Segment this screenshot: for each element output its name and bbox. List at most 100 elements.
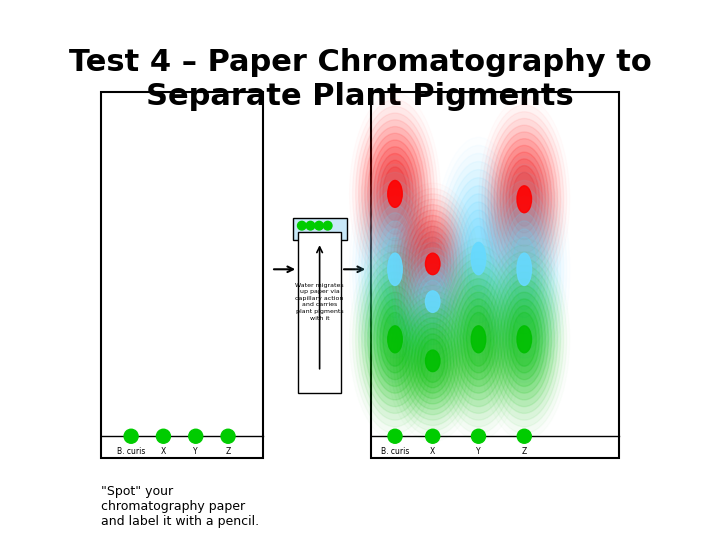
Ellipse shape: [445, 170, 512, 347]
Ellipse shape: [371, 205, 419, 334]
Ellipse shape: [426, 253, 440, 275]
Ellipse shape: [488, 172, 561, 366]
Ellipse shape: [377, 299, 413, 380]
Ellipse shape: [500, 286, 549, 393]
Ellipse shape: [383, 237, 407, 302]
Ellipse shape: [396, 237, 469, 366]
Text: Y: Y: [194, 447, 198, 456]
Ellipse shape: [402, 210, 463, 318]
Ellipse shape: [512, 312, 536, 366]
Ellipse shape: [454, 194, 503, 323]
Circle shape: [306, 221, 315, 230]
Ellipse shape: [460, 299, 497, 380]
Ellipse shape: [380, 306, 410, 373]
Ellipse shape: [494, 272, 554, 407]
Circle shape: [472, 429, 485, 443]
Ellipse shape: [491, 265, 557, 413]
Ellipse shape: [420, 339, 445, 382]
Ellipse shape: [517, 253, 531, 286]
Ellipse shape: [451, 186, 505, 331]
Bar: [298, 232, 341, 393]
Ellipse shape: [471, 326, 486, 353]
Ellipse shape: [488, 259, 561, 420]
Ellipse shape: [408, 259, 457, 345]
Ellipse shape: [426, 350, 440, 372]
Ellipse shape: [491, 125, 557, 273]
Circle shape: [426, 429, 440, 443]
Ellipse shape: [412, 323, 454, 399]
Ellipse shape: [359, 259, 431, 420]
Text: Z: Z: [225, 447, 230, 456]
Ellipse shape: [402, 307, 463, 415]
Ellipse shape: [400, 205, 466, 323]
Text: B. curis: B. curis: [117, 447, 145, 456]
Ellipse shape: [368, 133, 422, 254]
Ellipse shape: [380, 229, 410, 309]
Text: X: X: [430, 447, 436, 456]
Ellipse shape: [494, 132, 554, 267]
Ellipse shape: [405, 253, 460, 350]
Ellipse shape: [365, 188, 426, 350]
Ellipse shape: [503, 152, 546, 246]
Ellipse shape: [377, 153, 413, 234]
Circle shape: [189, 429, 203, 443]
Circle shape: [221, 429, 235, 443]
Ellipse shape: [448, 272, 509, 407]
Ellipse shape: [503, 213, 546, 326]
Ellipse shape: [464, 218, 494, 299]
Bar: [292, 218, 346, 240]
Ellipse shape: [388, 180, 402, 207]
Ellipse shape: [365, 272, 426, 407]
Ellipse shape: [448, 178, 509, 339]
Ellipse shape: [415, 269, 451, 334]
Ellipse shape: [374, 147, 416, 241]
Ellipse shape: [454, 286, 503, 393]
Ellipse shape: [457, 202, 500, 315]
Ellipse shape: [467, 226, 490, 291]
Ellipse shape: [506, 221, 542, 318]
Ellipse shape: [415, 328, 451, 393]
Ellipse shape: [412, 264, 454, 339]
Ellipse shape: [359, 172, 431, 366]
Ellipse shape: [497, 197, 552, 342]
Text: Y: Y: [476, 447, 481, 456]
Ellipse shape: [512, 237, 536, 302]
Ellipse shape: [368, 197, 422, 342]
Text: B. curis: B. curis: [381, 447, 409, 456]
Ellipse shape: [388, 326, 402, 353]
Ellipse shape: [420, 280, 445, 323]
Ellipse shape: [420, 242, 445, 286]
Ellipse shape: [374, 292, 416, 387]
Ellipse shape: [506, 299, 542, 380]
Ellipse shape: [512, 172, 536, 226]
Ellipse shape: [374, 213, 416, 326]
Ellipse shape: [426, 291, 440, 312]
Text: Z: Z: [522, 447, 527, 456]
Bar: [371, 92, 618, 458]
Ellipse shape: [494, 188, 554, 350]
Ellipse shape: [365, 126, 426, 261]
Ellipse shape: [359, 113, 431, 275]
Ellipse shape: [412, 226, 454, 302]
Text: X: X: [161, 447, 166, 456]
Ellipse shape: [371, 140, 419, 248]
Text: "Spot" your
chromatography paper
and label it with a pencil.: "Spot" your chromatography paper and lab…: [102, 485, 260, 528]
Ellipse shape: [442, 259, 515, 420]
Ellipse shape: [471, 242, 486, 275]
Ellipse shape: [451, 279, 505, 400]
Circle shape: [315, 221, 323, 230]
Ellipse shape: [405, 312, 460, 409]
Ellipse shape: [467, 312, 490, 366]
Ellipse shape: [402, 248, 463, 355]
Ellipse shape: [509, 229, 539, 309]
Circle shape: [517, 429, 531, 443]
Ellipse shape: [405, 215, 460, 312]
Ellipse shape: [368, 279, 422, 400]
Ellipse shape: [371, 286, 419, 393]
Ellipse shape: [517, 186, 531, 213]
Ellipse shape: [418, 334, 448, 388]
Ellipse shape: [361, 180, 428, 358]
Ellipse shape: [509, 166, 539, 233]
Ellipse shape: [497, 279, 552, 400]
Ellipse shape: [377, 221, 413, 318]
